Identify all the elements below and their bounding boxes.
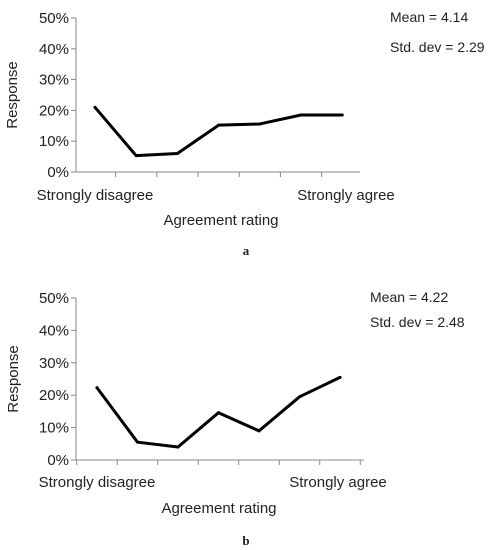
panel-label: a [243,243,250,258]
x-tick-label-left: Strongly disagree [37,187,154,204]
data-point [217,411,220,415]
y-tick-label: 50% [39,290,69,307]
y-tick-label: 40% [39,41,69,58]
data-point [93,105,97,109]
x-axis-title: Agreement rating [163,212,278,229]
data-point [298,395,301,399]
data-point [338,375,342,379]
data-point [217,123,221,127]
y-tick-label: 10% [39,420,69,437]
panel-label: b [242,533,249,548]
x-tick-label-right: Strongly agree [289,474,387,491]
y-axis-title: Response [4,61,21,129]
data-point [340,113,344,117]
chart-panel-a: 0% 10% 20% 30% 40% 50% Strongly disagree Strong… [4,9,485,258]
mean-annotation: Mean = 4.14 [390,9,468,25]
data-point [299,113,303,117]
y-tick-label: 20% [39,102,69,119]
x-axis-title: Agreement rating [161,500,276,517]
stddev-annotation: Std. dev = 2.48 [370,314,465,330]
y-tick-label: 30% [39,72,69,89]
data-point [95,386,99,390]
x-tick-label-left: Strongly disagree [39,474,156,491]
data-point [257,429,261,433]
data-point [134,154,138,158]
y-tick-label: 20% [39,387,69,404]
data-point [176,445,180,449]
mean-annotation: Mean = 4.22 [370,289,448,305]
y-tick-label: 0% [47,452,69,469]
series-line [93,105,344,158]
y-axis-title: Response [5,345,22,413]
data-point [258,122,262,126]
data-point [136,440,139,444]
stddev-annotation: Std. dev = 2.29 [390,39,485,55]
y-tick-label: 40% [39,322,69,339]
data-point [175,152,179,156]
chart-panel-b: 0% 10% 20% 30% 40% 50% Strongly disagree Strong… [5,289,465,548]
x-tick-label-right: Strongly agree [297,187,395,204]
y-tick-label: 30% [39,355,69,372]
y-tick-label: 0% [47,164,69,181]
y-tick-label: 10% [39,133,69,150]
y-tick-label: 50% [39,10,69,27]
